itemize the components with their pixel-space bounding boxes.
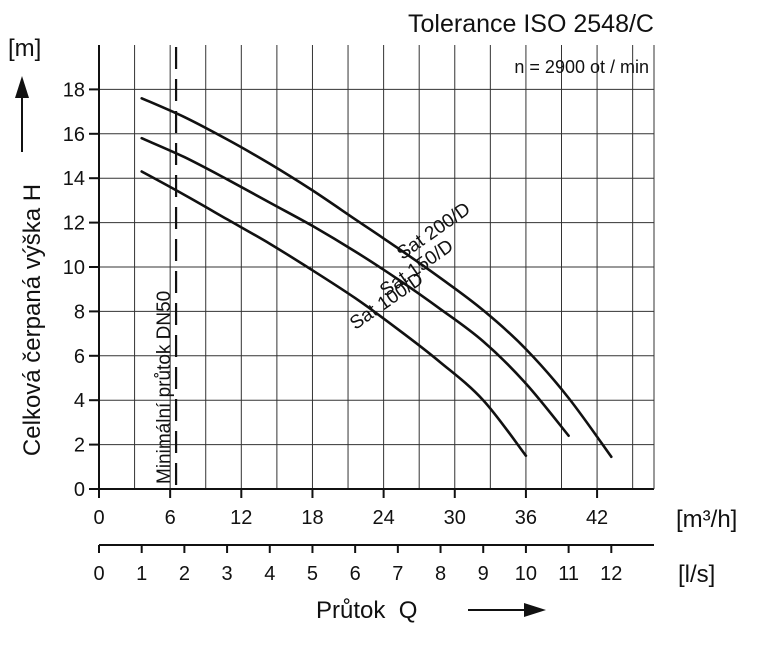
y-tick-label: 4 (74, 390, 85, 412)
x-tick-label-secondary: 2 (179, 563, 190, 585)
x-tick-label-primary: 36 (515, 507, 537, 529)
x-tick-label-secondary: 3 (222, 563, 233, 585)
y-tick-label: 18 (63, 79, 85, 101)
x-tick-label-secondary: 4 (264, 563, 275, 585)
y-axis-label: Celková čerpaná výška H (19, 184, 46, 456)
x-tick-label-secondary: 5 (307, 563, 318, 585)
x-tick-label-secondary: 9 (478, 563, 489, 585)
x-tick-label-secondary: 10 (515, 563, 537, 585)
x-axis-unit-primary: [m³/h] (676, 506, 737, 533)
x-tick-label-primary: 30 (444, 507, 466, 529)
y-tick-label: 2 (74, 435, 85, 457)
x-tick-label-secondary: 7 (392, 563, 403, 585)
x-axis-unit-secondary: [l/s] (678, 561, 715, 588)
x-tick-label-primary: 42 (586, 507, 608, 529)
x-tick-label-secondary: 1 (136, 563, 147, 585)
x-axis-label: Průtok Q (316, 597, 417, 624)
curve-sat-100-d (140, 170, 528, 457)
y-tick-label: 14 (63, 168, 85, 190)
x-tick-label-secondary: 8 (435, 563, 446, 585)
x-tick-label-secondary: 6 (350, 563, 361, 585)
y-tick-label: 16 (63, 124, 85, 146)
y-tick-label: 10 (63, 257, 85, 279)
x-tick-label-secondary: 0 (93, 563, 104, 585)
x-tick-label-primary: 24 (372, 507, 394, 529)
chart-title: Tolerance ISO 2548/C (408, 10, 654, 38)
x-tick-label-secondary: 11 (558, 563, 579, 585)
x-tick-label-primary: 12 (230, 507, 252, 529)
grid (99, 45, 654, 489)
y-axis-arrow (15, 76, 29, 152)
y-tick-label: 12 (63, 213, 85, 235)
y-tick-label: 6 (74, 346, 85, 368)
curve-sat-200-d (140, 97, 613, 459)
y-tick-label: 0 (74, 479, 85, 501)
x-tick-label-primary: 6 (165, 507, 176, 529)
curve-sat-150-d (140, 136, 570, 437)
y-axis-unit: [m] (8, 35, 41, 62)
x-tick-label-secondary: 12 (600, 563, 622, 585)
y-tick-label: 8 (74, 301, 85, 323)
x-tick-label-primary: 0 (93, 507, 104, 529)
x-axis-arrow (468, 603, 546, 617)
x-tick-label-primary: 18 (301, 507, 323, 529)
min-flow-annotation: Minimální průtok DN50 (154, 291, 175, 484)
chart-subtitle: n = 2900 ot / min (514, 57, 649, 77)
